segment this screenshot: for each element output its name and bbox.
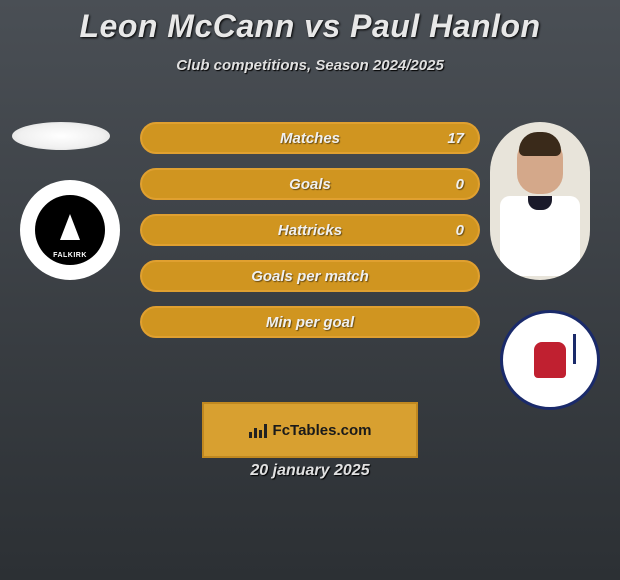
footer-brand-badge: FcTables.com xyxy=(202,402,418,458)
stat-label: Goals per match xyxy=(251,268,369,285)
stat-label: Hattricks xyxy=(278,222,342,239)
stat-label: Goals xyxy=(289,176,331,193)
stat-label: Min per goal xyxy=(266,314,354,331)
player-collar-shape xyxy=(528,196,552,210)
bar-chart-icon xyxy=(249,422,267,438)
steeple-icon xyxy=(60,214,80,240)
club-left-label: FALKIRK xyxy=(53,252,87,259)
lion-flag-shape xyxy=(573,334,576,364)
player-hair-shape xyxy=(519,132,561,156)
player-shirt-shape xyxy=(500,196,580,276)
club-right-badge xyxy=(500,310,600,410)
stat-value-right: 0 xyxy=(456,176,464,193)
lion-body-shape xyxy=(534,342,566,378)
player-head-shape xyxy=(517,136,563,194)
footer-date: 20 january 2025 xyxy=(0,462,620,480)
club-left-badge: FALKIRK xyxy=(20,180,120,280)
club-left-badge-inner: FALKIRK xyxy=(35,195,105,265)
stat-label: Matches xyxy=(280,130,340,147)
stat-row-min-per-goal: Min per goal xyxy=(140,306,480,338)
stat-row-goals: Goals 0 xyxy=(140,168,480,200)
page-subtitle: Club competitions, Season 2024/2025 xyxy=(0,57,620,74)
stat-row-goals-per-match: Goals per match xyxy=(140,260,480,292)
stats-container: Matches 17 Goals 0 Hattricks 0 Goals per… xyxy=(140,122,480,352)
page-title: Leon McCann vs Paul Hanlon xyxy=(0,0,620,45)
footer-brand-text: FcTables.com xyxy=(273,422,372,439)
lion-icon xyxy=(526,336,574,384)
stat-row-matches: Matches 17 xyxy=(140,122,480,154)
stat-row-hattricks: Hattricks 0 xyxy=(140,214,480,246)
stat-value-right: 0 xyxy=(456,222,464,239)
player-right-photo xyxy=(490,122,590,280)
stat-value-right: 17 xyxy=(447,130,464,147)
player-left-photo-placeholder xyxy=(12,122,110,150)
